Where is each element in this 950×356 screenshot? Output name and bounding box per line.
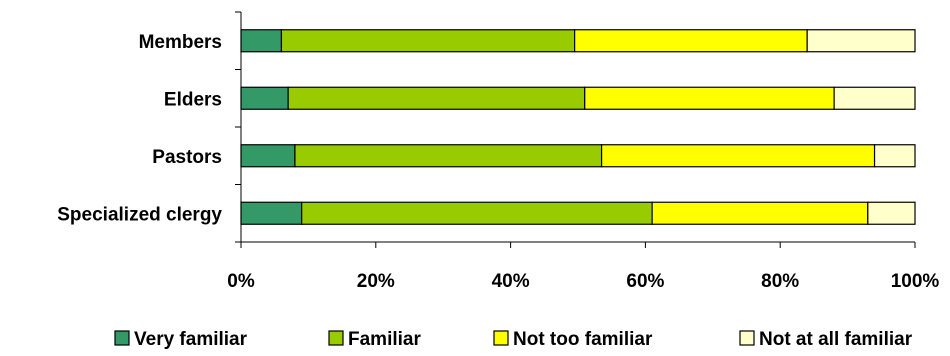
legend-label: Very familiar <box>134 329 248 350</box>
legend-swatch <box>328 330 344 346</box>
bar-segment <box>584 86 835 110</box>
legend-label: Familiar <box>348 329 421 350</box>
category-label: Pastors <box>152 147 222 168</box>
chart-legend: Very familiar Familiar Not too familiar Not… <box>114 329 913 350</box>
bar-segment <box>873 144 916 168</box>
bar-segment <box>867 201 916 225</box>
legend-swatch <box>739 330 755 346</box>
legend-label: Not at all familiar <box>759 329 913 350</box>
x-tick-label: 60% <box>626 271 664 292</box>
category-label: Members <box>139 32 222 53</box>
bar-segment <box>240 29 283 53</box>
bar-segment <box>651 201 869 225</box>
category-labels: Members Elders Pastors Specialized clergy <box>57 32 222 226</box>
bar-segment <box>574 29 808 53</box>
x-tick-labels: 0% 20% 40% 60% 80% 100% <box>227 271 939 292</box>
category-label: Elders <box>164 89 222 110</box>
bar-segment <box>833 86 916 110</box>
x-tick-label: 20% <box>357 271 395 292</box>
chart-bars <box>240 29 916 225</box>
x-tick-label: 80% <box>761 271 799 292</box>
bar-segment <box>294 144 603 168</box>
bar-segment <box>280 29 576 53</box>
legend-swatch <box>493 330 509 346</box>
bar-segment <box>287 86 586 110</box>
legend-label: Not too familiar <box>513 329 653 350</box>
bar-segment <box>806 29 916 53</box>
bar-segment <box>240 201 303 225</box>
legend-swatch <box>114 330 130 346</box>
bar-segment <box>240 86 289 110</box>
bar-segment <box>301 201 653 225</box>
x-tick-label: 0% <box>227 271 255 292</box>
bar-segment <box>600 144 876 168</box>
category-label: Specialized clergy <box>57 204 222 225</box>
x-tick-label: 100% <box>891 271 940 292</box>
bar-segment <box>240 144 296 168</box>
x-tick-label: 40% <box>492 271 530 292</box>
